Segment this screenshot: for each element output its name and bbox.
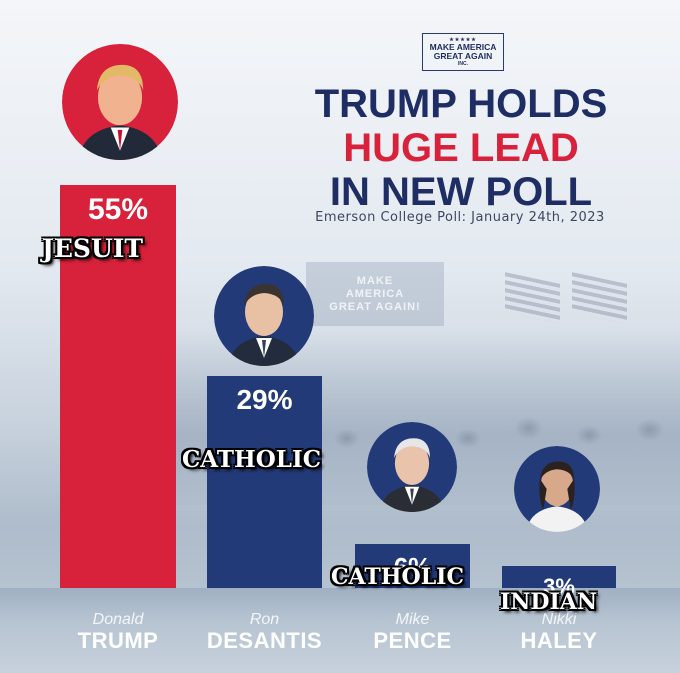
overlay-caption-desantis: CATHOLIC (182, 446, 322, 473)
candidate-last-name: HALEY (520, 628, 598, 653)
candidate-first-name: Ron (249, 611, 280, 628)
bar-pence (355, 544, 470, 588)
headline: TRUMP HOLDS HUGE LEAD IN NEW POLL (276, 82, 646, 214)
value-label-haley: 3% (543, 574, 575, 599)
overlay-caption-haley: INDIAN (500, 589, 597, 615)
background-flag-right (572, 272, 627, 324)
headline-line-1: TRUMP HOLDS (314, 82, 608, 126)
logo-line-2: GREAT AGAIN (433, 50, 493, 61)
candidate-name-haley: Nikki HALEY (489, 611, 629, 653)
poll-source-subtitle: Emerson College Poll: January 24th, 2023 (315, 210, 605, 225)
overlay-caption-pence: CATHOLIC (331, 564, 464, 590)
candidate-name-trump: Donald TRUMP (48, 611, 188, 653)
haley-portrait (514, 446, 600, 532)
value-label-desantis: 29% (236, 384, 293, 415)
sign-line-3: GREAT AGAIN! (329, 300, 421, 313)
floor-band (0, 588, 680, 673)
candidate-first-name: Donald (92, 611, 144, 628)
bar-haley (502, 566, 616, 588)
overlay-caption-trump: JESUIT (42, 234, 144, 263)
bar-trump (60, 185, 176, 588)
candidate-name-pence: Mike PENCE (343, 611, 483, 653)
candidate-name-desantis: Ron DESANTIS (195, 611, 335, 653)
value-label-trump: 55% (87, 193, 149, 226)
headline-line-2: HUGE LEAD (343, 126, 579, 170)
bar-desantis (207, 376, 322, 588)
desantis-portrait (214, 266, 314, 366)
candidate-last-name: PENCE (373, 628, 452, 653)
headline-line-3: IN NEW POLL (329, 170, 593, 214)
candidate-last-name: TRUMP (77, 628, 159, 653)
maga-inc-logo: ★★★★★ MAKE AMERICA GREAT AGAIN INC. (422, 33, 504, 71)
value-label-pence: 6% (393, 552, 432, 582)
logo-inc: INC. (458, 60, 468, 67)
background-maga-sign: MAKE AMERICA GREAT AGAIN! (306, 262, 444, 326)
pence-portrait (367, 422, 457, 512)
trump-portrait (62, 44, 178, 160)
candidate-first-name: Nikki (541, 611, 577, 628)
logo-line-1: MAKE AMERICA (429, 41, 497, 52)
logo-stars: ★★★★★ (449, 36, 477, 43)
sign-line-2: AMERICA (345, 287, 405, 300)
candidate-first-name: Mike (395, 611, 430, 628)
sign-line-1: MAKE (356, 274, 394, 287)
background-flag-left (505, 272, 560, 324)
candidate-last-name: DESANTIS (206, 628, 323, 653)
